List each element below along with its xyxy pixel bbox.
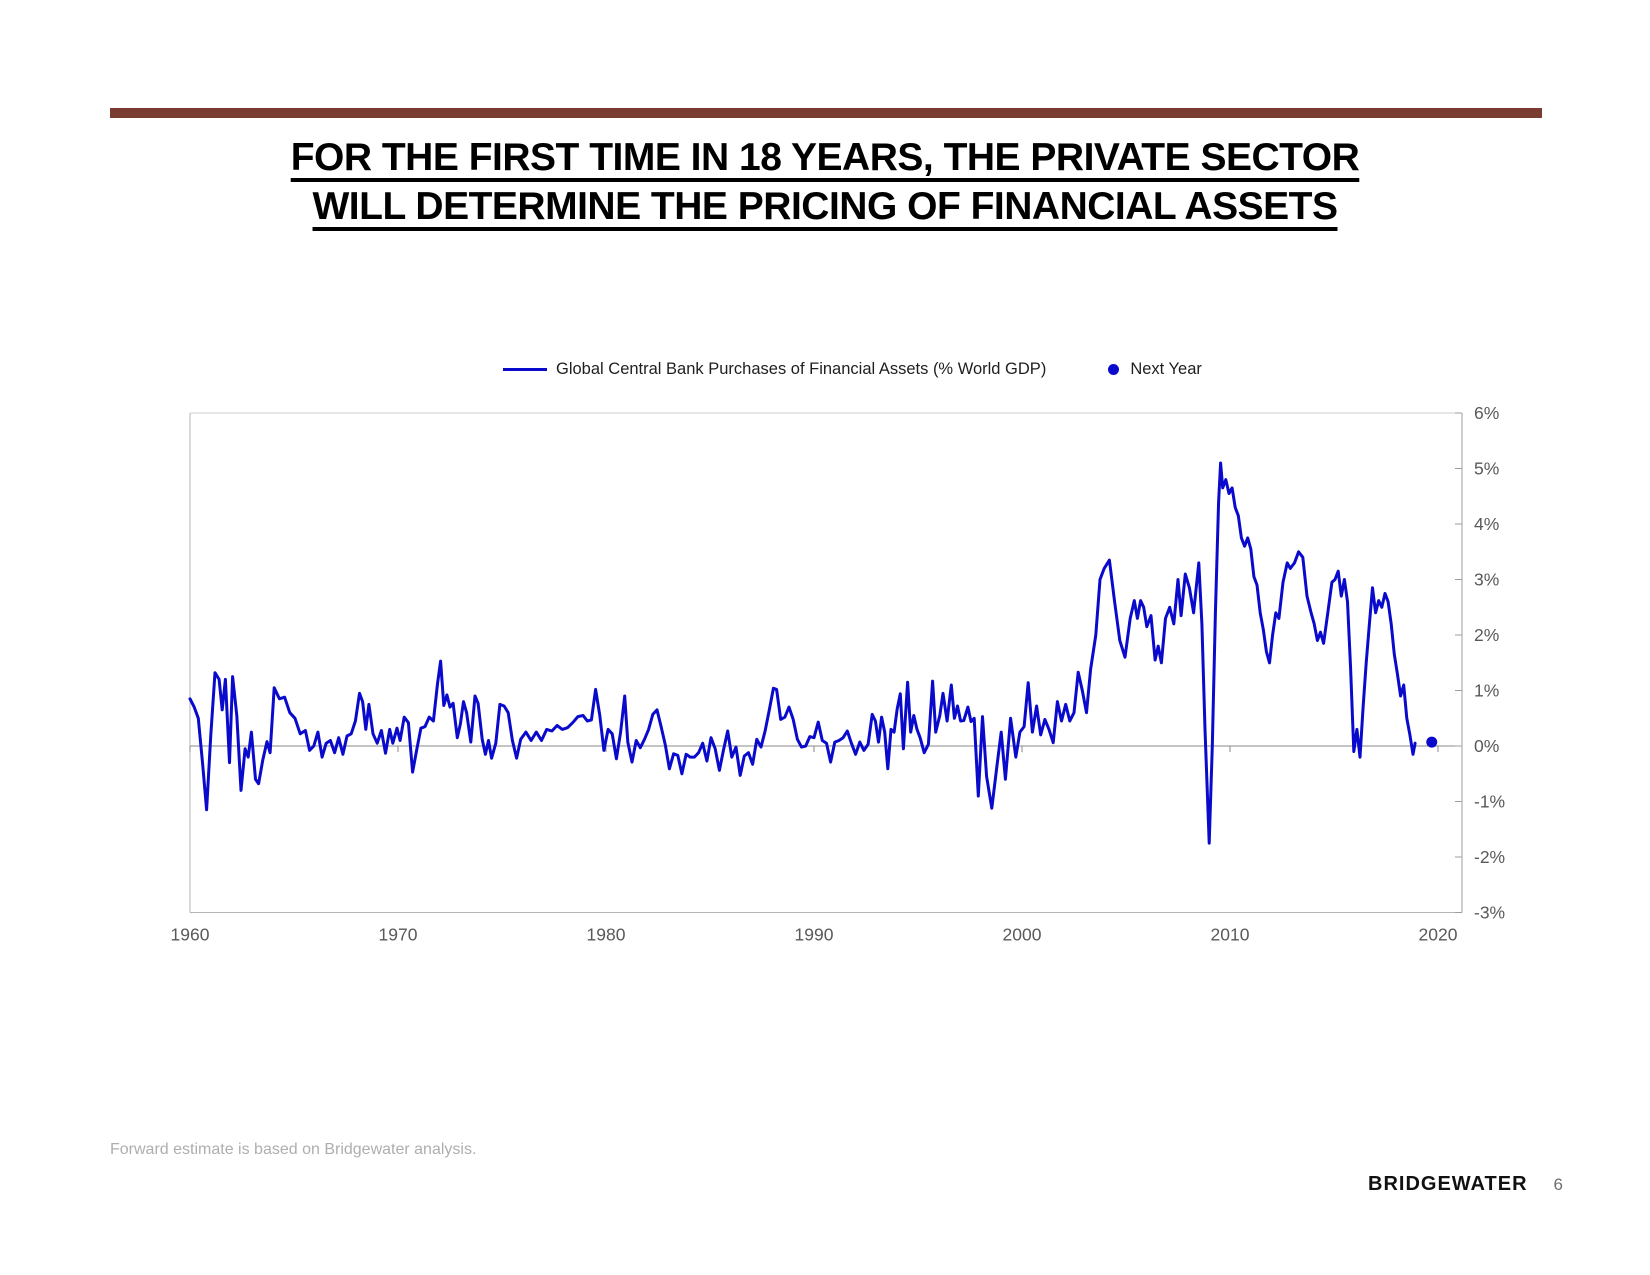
chart-legend: Global Central Bank Purchases of Financi… — [503, 360, 1202, 379]
footer: BRIDGEWATER 6 — [1368, 1173, 1563, 1196]
y-tick-label: 5% — [1474, 459, 1499, 479]
page-number: 6 — [1553, 1175, 1563, 1194]
data-line-central-bank-purchases — [188, 461, 1417, 845]
next-year-dot — [1426, 736, 1438, 748]
bridgewater-logo: BRIDGEWATER — [1368, 1173, 1528, 1195]
title-line-2: WILL DETERMINE THE PRICING OF FINANCIAL … — [312, 185, 1338, 228]
footnote: Forward estimate is based on Bridgewater… — [110, 1141, 477, 1158]
y-tick-label: -3% — [1474, 903, 1505, 923]
x-tick-label: 2020 — [1419, 925, 1458, 945]
y-tick-label: 6% — [1474, 403, 1499, 423]
legend-series-label: Global Central Bank Purchases of Financi… — [556, 360, 1047, 378]
legend-item-next-year: Next Year — [1108, 360, 1202, 379]
legend-dot-label: Next Year — [1130, 360, 1202, 378]
y-tick-label: -1% — [1474, 792, 1505, 812]
legend-dot-icon — [1108, 364, 1120, 375]
x-tick-label: 1970 — [379, 925, 418, 945]
x-tick-label: 1960 — [171, 925, 210, 945]
x-tick-label: 2000 — [1003, 925, 1042, 945]
x-tick-label: 1980 — [587, 925, 626, 945]
legend-item-series: Global Central Bank Purchases of Financi… — [503, 360, 1046, 379]
accent-bar — [110, 108, 1542, 118]
legend-line-swatch — [503, 368, 547, 371]
y-tick-label: 0% — [1474, 736, 1499, 756]
x-tick-label: 1990 — [795, 925, 834, 945]
title-line-1: FOR THE FIRST TIME IN 18 YEARS, THE PRIV… — [290, 136, 1360, 179]
y-tick-label: -2% — [1474, 847, 1505, 867]
y-tick-label: 1% — [1474, 681, 1499, 701]
page-title: FOR THE FIRST TIME IN 18 YEARS, THE PRIV… — [110, 133, 1540, 231]
y-tick-label: 4% — [1474, 514, 1499, 534]
y-tick-label: 3% — [1474, 570, 1499, 590]
y-tick-label: 2% — [1474, 625, 1499, 645]
x-tick-label: 2010 — [1211, 925, 1250, 945]
